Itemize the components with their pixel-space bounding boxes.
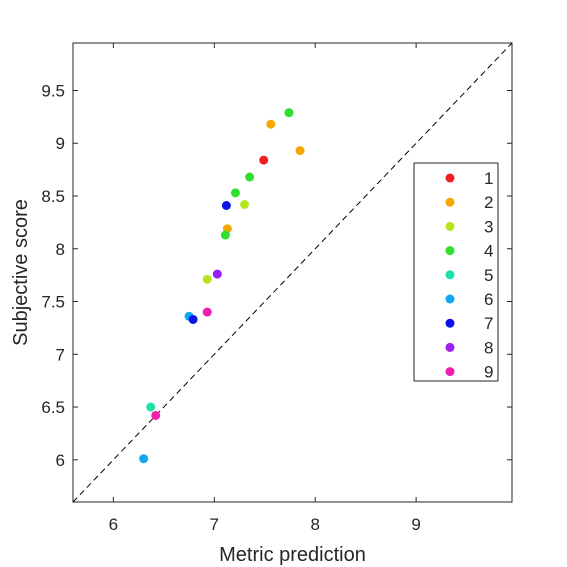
- y-tick-label: 6.5: [41, 398, 65, 417]
- legend-label-8: 8: [484, 338, 493, 357]
- legend-label-6: 6: [484, 290, 493, 309]
- legend-marker-5: [445, 270, 455, 280]
- legend-marker-6: [445, 294, 455, 304]
- legend-label-7: 7: [484, 314, 493, 333]
- data-point-series-9: [202, 307, 212, 317]
- data-point-series-7: [221, 200, 231, 210]
- data-point-series-4: [284, 108, 294, 118]
- y-axis-label: Subjective score: [10, 199, 32, 346]
- legend-marker-2: [445, 197, 455, 207]
- x-tick-label: 9: [411, 515, 420, 534]
- y-tick-label: 8: [56, 240, 65, 259]
- legend-marker-7: [445, 318, 455, 328]
- legend: 1 2 3 4 5 6 7 8 9: [413, 162, 499, 382]
- data-point-series-3: [202, 274, 212, 284]
- legend-marker-4: [445, 246, 455, 256]
- legend-marker-8: [445, 342, 455, 352]
- y-tick-label: 9.5: [41, 81, 65, 100]
- reference-line: [72, 42, 513, 503]
- data-point-series-5: [146, 402, 156, 412]
- data-point-series-2: [295, 146, 305, 156]
- y-tick-label: 9: [56, 134, 65, 153]
- data-point-series-4: [230, 188, 240, 198]
- legend-box: [413, 162, 499, 382]
- y-tick-label: 6: [56, 451, 65, 470]
- data-point-series-6: [139, 454, 149, 464]
- y-tick-label: 8.5: [41, 187, 65, 206]
- data-point-series-4: [220, 230, 230, 240]
- legend-label-3: 3: [484, 217, 493, 236]
- y-tick-label: 7.5: [41, 293, 65, 312]
- legend-marker-1: [445, 173, 455, 183]
- x-axis-label: Metric prediction: [219, 544, 366, 566]
- reference-line-layer: [72, 42, 513, 503]
- data-point-series-9: [151, 410, 161, 420]
- y-axis: 6 6.5 7 7.5 8 8.5 9 9.5: [41, 81, 512, 470]
- x-tick-label: 6: [109, 515, 118, 534]
- x-axis: 6 7 8 9: [109, 43, 421, 534]
- legend-label-4: 4: [484, 242, 493, 261]
- x-tick-label: 8: [310, 515, 319, 534]
- data-point-series-7: [188, 314, 198, 324]
- data-point-series-4: [245, 172, 255, 182]
- legend-label-1: 1: [484, 169, 493, 188]
- legend-marker-3: [445, 221, 455, 231]
- x-tick-label: 7: [210, 515, 219, 534]
- data-point-series-1: [259, 155, 269, 165]
- legend-marker-9: [445, 367, 455, 377]
- legend-label-9: 9: [484, 363, 493, 382]
- data-point-series-3: [240, 199, 250, 209]
- y-tick-label: 7: [56, 345, 65, 364]
- legend-label-5: 5: [484, 266, 493, 285]
- legend-label-2: 2: [484, 193, 493, 212]
- data-points: [139, 108, 305, 464]
- data-point-series-8: [212, 269, 222, 279]
- data-point-series-2: [266, 119, 276, 129]
